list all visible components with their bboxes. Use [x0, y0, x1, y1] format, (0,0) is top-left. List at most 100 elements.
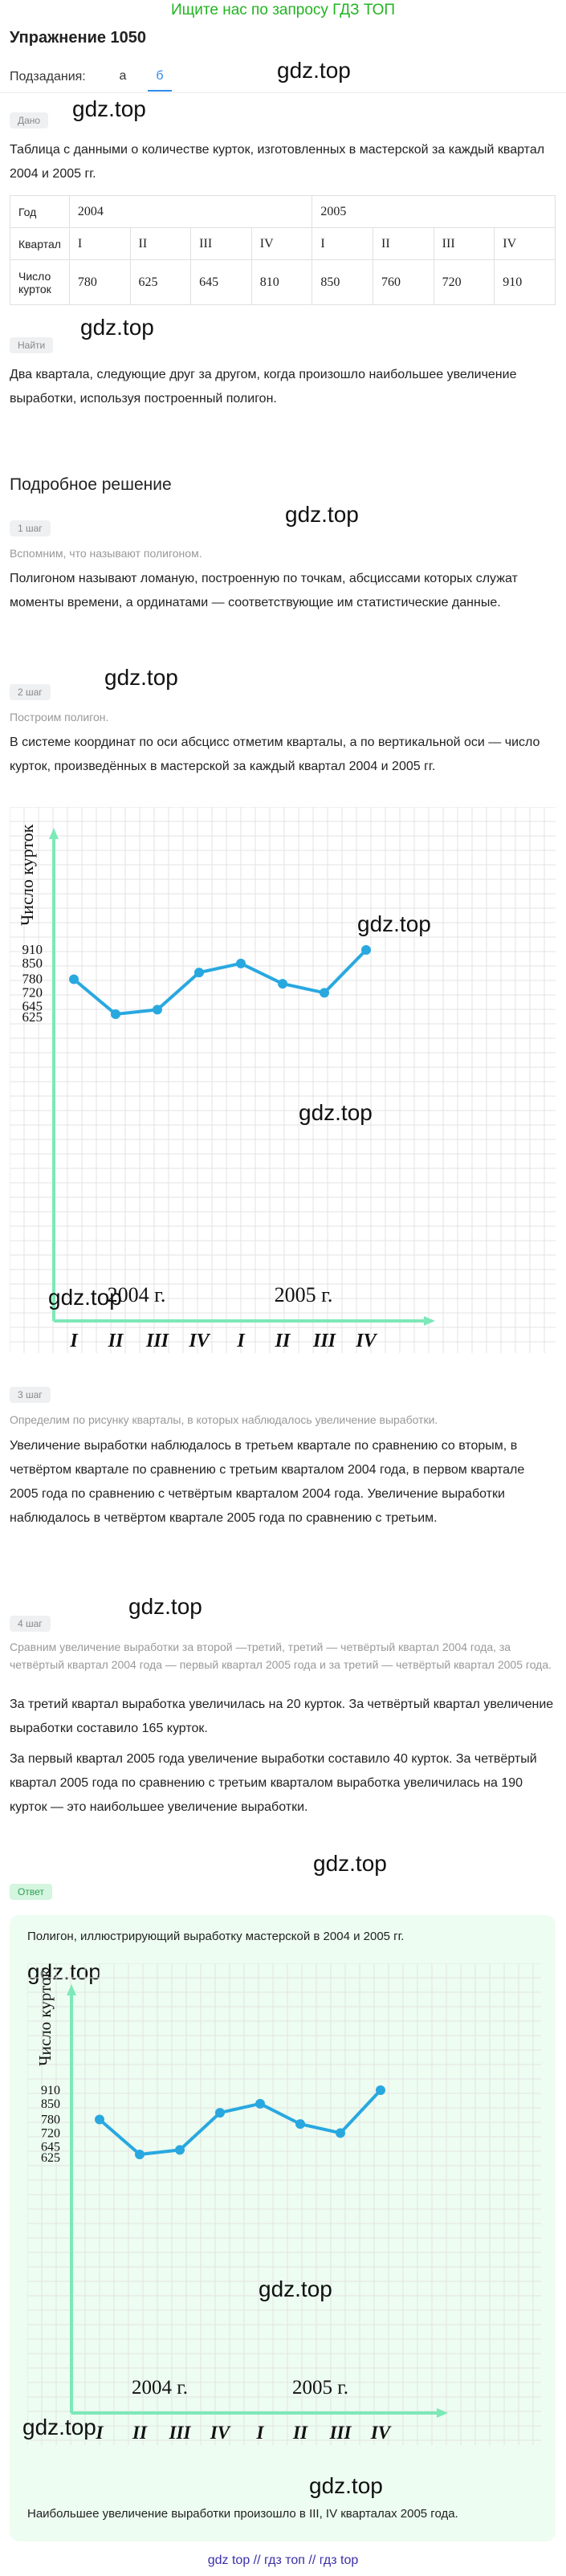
chart-marks [95, 2085, 385, 2159]
year-cell: 2004 [68, 195, 313, 228]
quarter-cell: III [433, 227, 495, 260]
data-point [153, 1005, 162, 1015]
quarter-cell: I [312, 227, 374, 260]
y-axis-label: Число курток [17, 824, 37, 926]
find-tag: Найти [10, 337, 54, 353]
year-label: 2004 г. [132, 2377, 188, 2399]
y-tick-label: 910 [41, 2084, 60, 2097]
watermark: gdz.top [72, 96, 146, 121]
count-cell: 645 [190, 259, 252, 305]
y-tick-label: 625 [22, 1009, 43, 1025]
data-point [278, 979, 287, 989]
year-label: 2004 г. [108, 1283, 166, 1306]
series-line [98, 2089, 382, 2156]
quarter-cell: I [68, 227, 131, 260]
watermark: gdz.top [259, 2276, 332, 2301]
x-tick-label: I [236, 1331, 246, 1351]
x-tick-label: IV [370, 2423, 392, 2443]
step-text: За третий квартал выработка увеличилась … [10, 1698, 554, 1735]
y-tick-label: 910 [22, 942, 43, 957]
row-label: Год [10, 195, 70, 228]
x-tick-label: III [329, 2423, 352, 2443]
x-tick-label: II [275, 1331, 291, 1351]
data-point [236, 958, 246, 968]
footer-link[interactable]: gdz top [207, 2554, 250, 2567]
watermark: gdz.top [104, 665, 178, 690]
find-text: Два квартала, следующие друг за другом, … [10, 368, 517, 406]
answer-conclusion: Наибольшее увеличение выработки произошл… [27, 2507, 458, 2521]
quarter-cell: II [129, 227, 192, 260]
y-tick-label: 780 [41, 2113, 60, 2126]
row-label: Число курток [10, 259, 70, 305]
chart-grid [27, 1963, 541, 2445]
step-hint: Сравним увеличение выработки за второй —… [10, 1641, 552, 1671]
step-hint: Определим по рисунку кварталы, в которых… [10, 1413, 438, 1426]
table-row: Квартал I II III IV I II III IV [10, 227, 556, 260]
x-tick-label: II [132, 2423, 148, 2443]
x-tick-label: II [108, 1331, 124, 1351]
subtask-tab-a[interactable]: а [119, 69, 127, 83]
answer-tag: Ответ [10, 1884, 52, 1900]
data-table: Год 2004 2005 Квартал I II III IV I II I… [10, 195, 556, 305]
data-point [135, 2150, 145, 2159]
chart-axes [49, 828, 435, 1326]
x-tick-label: IV [210, 2423, 231, 2443]
y-tick-label: 850 [41, 2097, 60, 2111]
step-tag: 3 шаг [10, 1387, 51, 1403]
data-point [95, 2114, 104, 2125]
given-tag: Дано [10, 112, 49, 128]
subtask-tab-b[interactable]: б [148, 67, 172, 92]
x-tick-label: I [69, 1331, 79, 1351]
y-axis-label: Число курток [35, 1969, 55, 2066]
series-line [72, 948, 368, 1016]
y-tick-label: 780 [22, 971, 43, 986]
x-axis-arrow [437, 2408, 448, 2418]
count-cell: 810 [250, 259, 313, 305]
y-tick-label: 720 [22, 984, 43, 1000]
page-title: Упражнение 1050 [10, 29, 147, 47]
step-tag: 2 шаг [10, 684, 51, 700]
footer-link[interactable]: гдз топ [264, 2554, 305, 2567]
count-cell: 910 [494, 259, 556, 305]
year-label: 2005 г. [292, 2377, 348, 2399]
row-label: Квартал [10, 227, 70, 260]
watermark: gdz.top [80, 315, 154, 340]
search-hint-link[interactable]: Ищите нас по запросу ГДЗ ТОП [170, 2, 396, 18]
x-tick-label: III [145, 1331, 170, 1351]
table-row: Год 2004 2005 [10, 195, 556, 228]
step-text: В системе координат по оси абсцисс отмет… [10, 736, 540, 773]
year-cell: 2005 [312, 195, 556, 228]
chart-marks [69, 945, 371, 1019]
watermark: gdz.top [357, 911, 431, 936]
watermark: gdz.top [313, 1851, 387, 1876]
data-point [111, 1009, 120, 1019]
watermark: gdz.top [128, 1594, 202, 1619]
answer-caption: Полигон, иллюстрирующий выработку мастер… [27, 1930, 405, 1943]
watermark: gdz.top [48, 1285, 122, 1310]
watermark: gdz.top [309, 2473, 383, 2498]
chart-axes [67, 1984, 448, 2418]
step-text: Полигоном называют ломаную, построенную … [10, 572, 518, 609]
step-tag: 4 шаг [10, 1616, 51, 1632]
solution-heading: Подробное решение [10, 475, 172, 494]
divider [0, 92, 566, 93]
x-tick-label: III [169, 2423, 192, 2443]
quarter-cell: IV [494, 227, 556, 260]
count-cell: 850 [312, 259, 374, 305]
y-tick-label: 720 [41, 2126, 60, 2140]
x-tick-label: I [96, 2423, 104, 2443]
footer-separator: // [253, 2554, 261, 2567]
watermark: gdz.top [299, 1100, 373, 1125]
answer-box [10, 1915, 556, 2541]
y-tick-label: 645 [41, 2140, 60, 2154]
footer-links: gdz top // гдз топ // гдз top [0, 2554, 566, 2568]
footer-link[interactable]: гдз top [319, 2554, 359, 2567]
data-point [255, 2098, 265, 2109]
y-tick-label: 645 [22, 998, 43, 1013]
y-axis-arrow [49, 828, 59, 839]
count-cell: 780 [68, 259, 131, 305]
given-text: Таблица с данными о количестве курток, и… [10, 143, 545, 181]
data-point [175, 2145, 185, 2155]
